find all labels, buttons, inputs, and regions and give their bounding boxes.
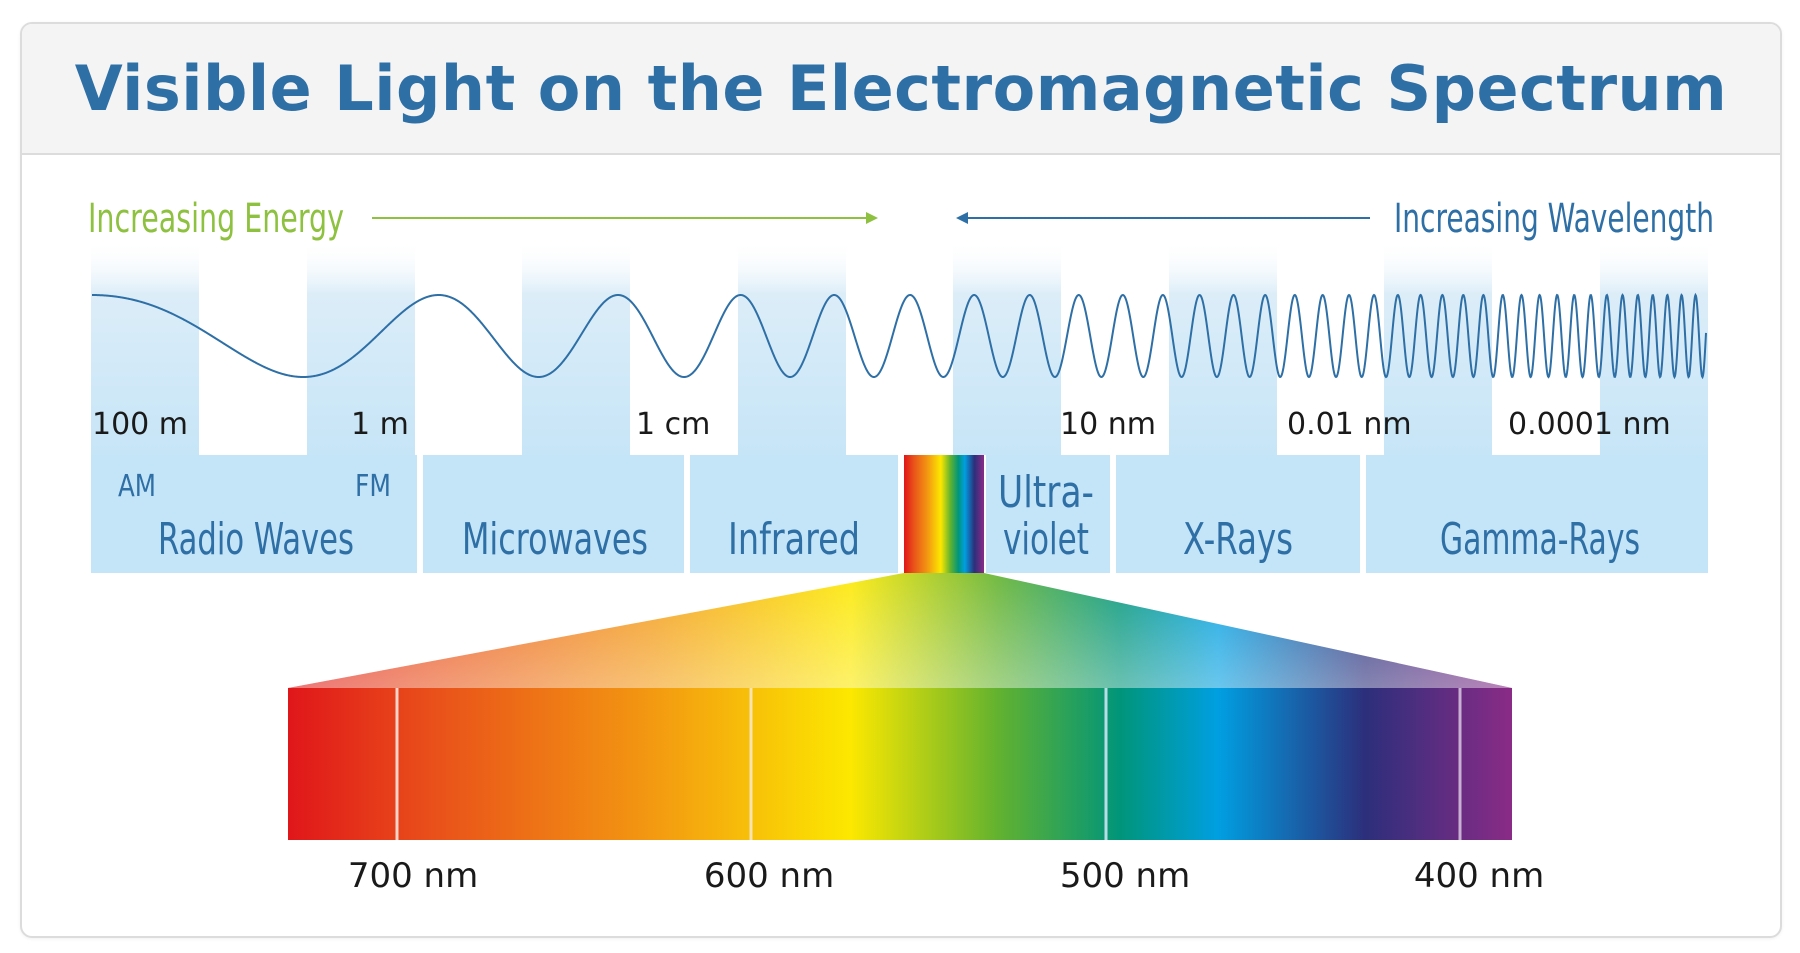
- gamma-rays-label: Gamma-Rays: [1440, 514, 1640, 565]
- scale-label-1cm: 1 cm: [636, 407, 710, 442]
- radio-waves-label: Radio Waves: [158, 514, 354, 565]
- band-ultraviolet: [986, 455, 1110, 573]
- tick-500nm: 500 nm: [1060, 856, 1190, 896]
- x-rays-label: X-Rays: [1183, 514, 1293, 565]
- ultraviolet-label-line2: violet: [1003, 514, 1089, 565]
- tick-600nm: 600 nm: [704, 856, 834, 896]
- band-gamma-rays: [1366, 455, 1708, 573]
- tick-400nm: 400 nm: [1414, 856, 1544, 896]
- increasing-energy-label: Increasing Energy: [88, 196, 344, 242]
- fm-label: FM: [355, 469, 391, 504]
- microwaves-label: Microwaves: [462, 514, 648, 565]
- scale-label-1m: 1 m: [351, 407, 409, 442]
- band-infrared: [690, 455, 898, 573]
- background-columns: [91, 240, 1708, 455]
- band-radio-waves: [91, 455, 417, 573]
- tick-700nm: 700 nm: [348, 856, 478, 896]
- scale-label-001nm: 0.01 nm: [1287, 407, 1412, 442]
- band-labels: AM FM Radio Waves Microwaves Infrared Ul…: [118, 467, 1640, 565]
- am-label: AM: [118, 469, 156, 504]
- scale-labels: 100 m 1 m 1 cm 10 nm 0.01 nm 0.0001 nm: [92, 407, 1671, 442]
- increasing-wavelength-label: Increasing Wavelength: [1394, 196, 1714, 242]
- page-title: Visible Light on the Electromagnetic Spe…: [74, 52, 1728, 125]
- visible-spectrum-bar: [288, 688, 1512, 840]
- band-microwaves: [423, 455, 684, 573]
- ultraviolet-label-line1: Ultra-: [998, 467, 1094, 518]
- spectrum-bands: [91, 455, 1708, 573]
- infrared-label: Infrared: [728, 514, 860, 565]
- band-x-rays: [1116, 455, 1360, 573]
- title-bar: Visible Light on the Electromagnetic Spe…: [22, 24, 1780, 155]
- electromagnetic-wave: [92, 292, 1707, 380]
- visible-band-strip: [904, 455, 984, 573]
- scale-label-00001nm: 0.0001 nm: [1508, 407, 1671, 442]
- scale-label-10nm: 10 nm: [1060, 407, 1156, 442]
- visible-tick-labels: 700 nm 600 nm 500 nm 400 nm: [348, 856, 1544, 896]
- visible-expansion: [288, 573, 1512, 688]
- scale-label-100m: 100 m: [92, 407, 188, 442]
